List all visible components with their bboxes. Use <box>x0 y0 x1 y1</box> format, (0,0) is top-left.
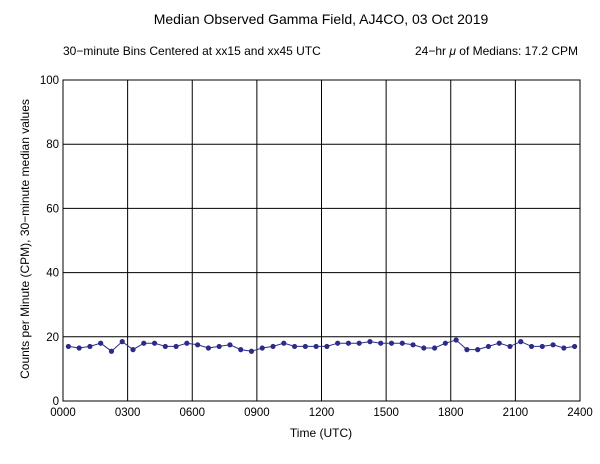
data-point <box>98 340 104 346</box>
x-tick-label: 1200 <box>309 407 335 419</box>
data-point <box>561 345 567 351</box>
data-point <box>399 340 405 346</box>
data-point <box>302 343 308 350</box>
y-tick-label: 60 <box>46 203 59 215</box>
x-axis-label: Time (UTC) <box>290 426 352 440</box>
y-tick-label: 100 <box>40 75 59 87</box>
data-point <box>485 343 492 350</box>
grid-lines <box>62 79 581 402</box>
data-point <box>173 343 179 350</box>
data-point <box>130 347 136 353</box>
data-point <box>291 343 298 350</box>
data-point <box>453 337 459 343</box>
data-point <box>195 342 201 348</box>
data-point <box>464 347 470 353</box>
mean-mu-symbol: μ <box>448 44 456 58</box>
y-tick-label: 80 <box>46 139 59 151</box>
plot-frame <box>62 79 581 402</box>
x-tick-label: 1800 <box>438 407 464 419</box>
data-point <box>151 340 158 346</box>
data-point <box>518 339 524 345</box>
x-tick-label: 1500 <box>373 407 399 419</box>
mean-prefix: 24−hr <box>415 44 449 58</box>
y-tick-label: 40 <box>46 268 59 280</box>
data-point <box>270 343 276 350</box>
data-point <box>248 348 255 354</box>
x-tick-label: 0000 <box>50 407 76 419</box>
data-point <box>281 340 287 346</box>
data-point <box>388 340 395 346</box>
y-tick-label: 20 <box>46 332 59 344</box>
data-point <box>76 345 82 351</box>
data-point <box>108 348 115 354</box>
data-point <box>205 345 212 351</box>
data-point <box>345 340 352 346</box>
data-point <box>184 340 190 346</box>
data-point <box>410 342 416 348</box>
x-tick-label: 0900 <box>244 407 270 419</box>
chart-title: Median Observed Gamma Field, AJ4CO, 03 O… <box>154 11 489 27</box>
data-point <box>356 340 362 346</box>
data-point <box>87 343 93 350</box>
mean-suffix: of Medians: 17.2 CPM <box>456 44 578 58</box>
y-tick-label: 0 <box>53 396 59 408</box>
data-point <box>539 343 545 350</box>
data-point <box>378 340 384 346</box>
chart-subtitle-bins: 30−minute Bins Centered at xx15 and xx45… <box>63 44 321 58</box>
data-point <box>216 343 222 350</box>
x-tick-label: 0600 <box>179 407 205 419</box>
data-point <box>442 340 448 346</box>
data-point <box>259 345 265 351</box>
data-point <box>367 339 373 345</box>
data-point <box>119 339 125 345</box>
data-point <box>496 340 502 346</box>
y-axis-ticks: 0 20 40 60 80 100 <box>40 75 59 408</box>
chart-subtitle-mean: 24−hr μ of Medians: 17.2 CPM <box>415 44 578 58</box>
data-point <box>550 342 556 348</box>
data-point <box>528 343 535 350</box>
data-point <box>421 345 427 351</box>
x-tick-label: 2400 <box>567 407 593 419</box>
y-axis-label: Counts per Minute (CPM), 30−minute media… <box>18 99 32 379</box>
data-point <box>335 340 341 346</box>
data-point <box>238 347 244 353</box>
x-tick-label: 2100 <box>503 407 529 419</box>
x-tick-label: 0300 <box>115 407 141 419</box>
data-point <box>431 345 438 351</box>
x-axis-ticks: 0000 0300 0600 0900 1200 1500 1800 2100 2400 <box>50 407 593 419</box>
data-point <box>475 347 481 353</box>
data-point <box>313 343 319 350</box>
data-point <box>162 343 168 350</box>
data-point <box>141 340 147 346</box>
series-layer <box>65 337 578 354</box>
data-point <box>572 343 578 350</box>
data-point <box>507 343 513 350</box>
data-point <box>227 342 233 348</box>
data-point <box>65 343 71 350</box>
data-point <box>324 343 330 350</box>
